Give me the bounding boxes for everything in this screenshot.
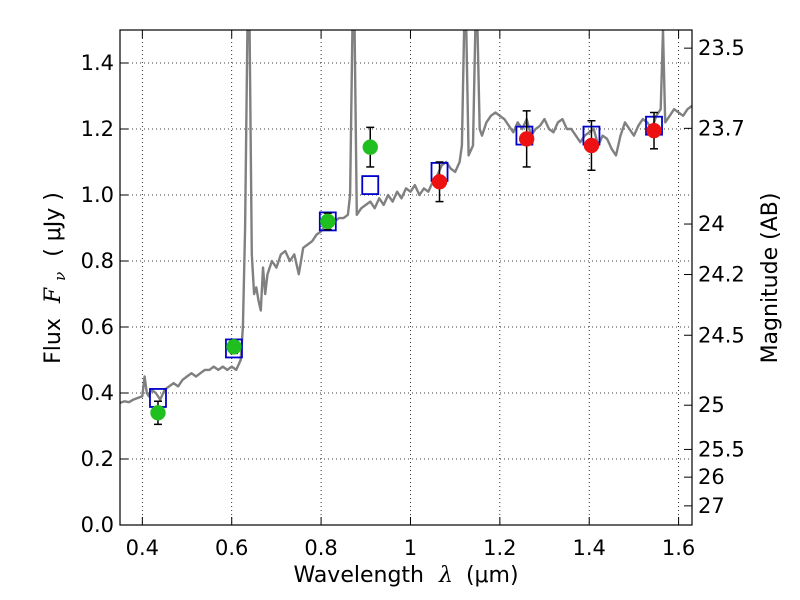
axis-ticks [120, 30, 692, 526]
y2-tick-label: 27 [698, 494, 725, 518]
observed-point [226, 339, 242, 355]
y-tick-label: 0.6 [81, 315, 114, 339]
y2-tick-label: 26 [698, 465, 725, 489]
y2-tick-label: 24.2 [698, 263, 745, 287]
x-tick-label: 0.6 [215, 536, 248, 560]
y-axis-flux-symbol: F [41, 287, 66, 304]
y-tick-label: 0.8 [81, 249, 114, 273]
x-tick-label: 1.4 [573, 536, 606, 560]
x-tick-label: 0.8 [304, 536, 337, 560]
observed-point [431, 174, 448, 190]
y-tick-label: 1.2 [81, 117, 114, 141]
spectrum-line [120, 30, 692, 405]
y-tick-label: 0.2 [81, 447, 114, 471]
y2-tick-label: 24 [698, 212, 725, 236]
model-photometry-square [361, 175, 380, 196]
x-axis-unit: (μm) [466, 563, 519, 588]
observed-point [362, 139, 378, 155]
observed-point [320, 213, 336, 230]
x-tick-label: 1.6 [662, 536, 695, 560]
observed-point [518, 131, 535, 147]
grid-lines [120, 30, 692, 526]
x-axis-title: Wavelength λ (μm) [293, 563, 518, 588]
x-axis-lambda-symbol: λ [438, 563, 453, 588]
y2-tick-label: 23.5 [698, 36, 745, 60]
x-tick-label: 0.4 [126, 536, 159, 560]
y2-tick-label: 24.5 [698, 323, 745, 347]
y-axis-title: Flux F ν ( μJy ) [41, 192, 71, 364]
y-tick-label: 1.4 [81, 51, 114, 75]
y-tick-label: 1.0 [81, 183, 114, 207]
y2-tick-label: 25.5 [698, 437, 745, 461]
plot-frame [119, 29, 693, 526]
observed-point [646, 122, 662, 139]
y2-tick-label: 23.7 [698, 116, 745, 140]
observed-point [583, 137, 600, 154]
y-axis-flux-subscript: ν [51, 272, 69, 281]
y2-tick-label: 25 [698, 393, 725, 417]
observed-point [150, 405, 166, 421]
x-axis-title-text: Wavelength [293, 563, 424, 588]
y-axis-unit: ( μJy ) [41, 192, 66, 257]
spectrum-series [120, 30, 692, 405]
y-axis-title-text: Flux [41, 318, 66, 364]
x-tick-label: 1 [404, 536, 417, 560]
x-tick-label: 1.2 [483, 536, 516, 560]
tick-labels: 0.4 0.6 0.8 1 1.2 1.4 1.6 0.0 0.2 0.4 0.6 0.8 1.0 1.2… [81, 36, 745, 560]
y2-axis-title: Magnitude (AB) [758, 193, 783, 364]
photometry-markers [149, 110, 663, 426]
y-tick-label: 0.4 [81, 381, 114, 405]
y-tick-label: 0.0 [81, 513, 114, 537]
